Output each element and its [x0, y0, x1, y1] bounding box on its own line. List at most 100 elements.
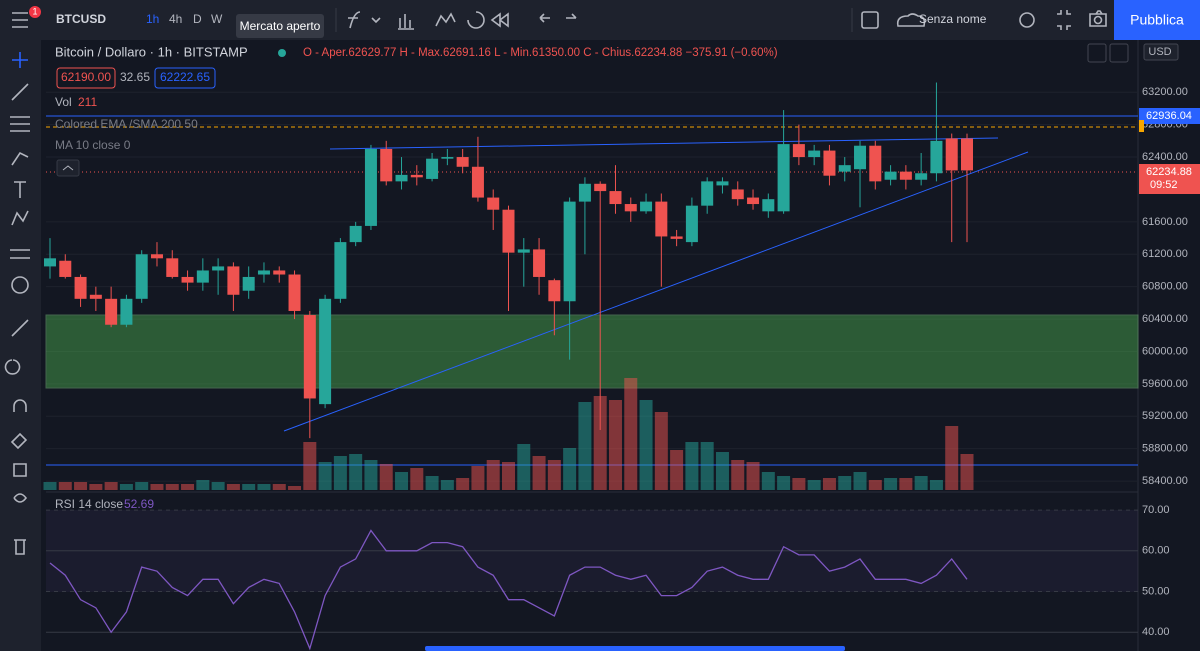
volume-bar	[181, 484, 195, 490]
publish-label[interactable]: Pubblica	[1130, 12, 1184, 28]
candle-body	[792, 144, 805, 158]
candle-body	[426, 158, 439, 179]
symbol[interactable]: BTCUSD	[56, 12, 106, 26]
candle-body	[930, 140, 943, 174]
last-price: 62234.88	[1146, 166, 1192, 178]
bid-box[interactable]	[56, 67, 116, 89]
y-tick-label: 62400.00	[1142, 151, 1188, 163]
candle-body	[548, 280, 561, 302]
volume-bar	[58, 482, 72, 490]
rsi-label: RSI 14 close	[55, 497, 123, 511]
candle-body	[410, 174, 423, 178]
volume-bar	[43, 482, 57, 490]
volume-bar	[578, 402, 592, 490]
volume-bar	[715, 452, 729, 490]
spread: 32.65	[120, 70, 150, 84]
vol-label: Vol	[55, 95, 72, 109]
candle-body	[609, 191, 622, 205]
volume-bar	[379, 464, 393, 490]
candle-body	[640, 201, 653, 212]
volume-bar	[257, 484, 271, 490]
candle-body	[884, 171, 897, 180]
volume-bar	[471, 466, 485, 490]
countdown: 09:52	[1150, 179, 1178, 191]
ask-box[interactable]	[154, 67, 216, 89]
candle-body	[105, 298, 118, 325]
drawing-tools[interactable]	[4, 52, 31, 555]
volume-bar	[349, 454, 363, 490]
y-tick-label: 58800.00	[1142, 443, 1188, 455]
candle-body	[471, 166, 484, 198]
candle-body	[135, 254, 148, 299]
candle-body	[44, 258, 56, 267]
volume-bar	[74, 482, 88, 490]
candle-body	[257, 270, 270, 275]
toolbar-icons[interactable]	[335, 8, 1107, 32]
interval[interactable]: 1h	[146, 12, 159, 26]
volume-bar	[838, 476, 852, 490]
candle-body	[823, 150, 836, 176]
publish-button[interactable]	[1114, 0, 1200, 40]
y-tick-label: 61200.00	[1142, 248, 1188, 260]
rsi-tick-label: 50.00	[1142, 585, 1170, 597]
scrollbar[interactable]	[425, 646, 845, 651]
candle-body	[487, 197, 500, 210]
axis-labels: 63200.0062800.0062400.0061600.0061200.00…	[1142, 86, 1188, 638]
volume-bar	[440, 480, 454, 490]
volume-bar	[792, 478, 806, 490]
trend-line	[329, 137, 999, 150]
volume-bar	[563, 448, 577, 490]
candle-body	[777, 144, 790, 212]
volume-bar	[502, 462, 515, 490]
layout-name[interactable]: Senza nome	[919, 12, 987, 26]
volume-bar	[150, 484, 164, 490]
volume-bar	[165, 484, 179, 490]
volume-bar	[333, 456, 347, 490]
reset-button[interactable]	[1109, 43, 1129, 63]
volume-bar	[104, 482, 118, 490]
volume-bar	[960, 454, 974, 490]
volume-bar	[884, 478, 898, 490]
candle-body	[716, 181, 729, 186]
left-toolbar	[0, 40, 41, 651]
volume-bar	[670, 450, 684, 490]
interval[interactable]: D	[193, 12, 202, 26]
y-tick-label: 59600.00	[1142, 378, 1188, 390]
candle-body	[89, 294, 102, 299]
interval[interactable]: W	[211, 12, 223, 26]
candle-body	[624, 204, 637, 212]
ema-tag	[1139, 120, 1144, 132]
candle-body	[74, 276, 87, 299]
badge-count: 1	[32, 6, 37, 16]
candle-body	[838, 165, 851, 172]
y-tick-label: 60400.00	[1142, 313, 1188, 325]
candle-body	[288, 274, 301, 311]
legend-ohlc: O - Aper.62629.77 H - Max.62691.16 L - M…	[303, 47, 778, 59]
candle-body	[915, 173, 928, 180]
candle-body	[196, 270, 209, 283]
volume-bar	[822, 478, 836, 490]
candle-body	[747, 197, 760, 205]
price-tag	[1139, 108, 1200, 124]
rsi-tick-label: 70.00	[1142, 504, 1170, 516]
candle-body	[670, 236, 683, 239]
candle-body	[212, 266, 225, 271]
candle-body	[456, 157, 469, 167]
y-tick-label: 63200.00	[1142, 86, 1188, 98]
interval[interactable]: 4h	[169, 12, 182, 26]
candle-body	[349, 225, 362, 243]
candle-body	[59, 260, 72, 277]
candle-body	[150, 254, 163, 259]
collapse-button[interactable]	[56, 159, 80, 177]
y-tick-label: 59200.00	[1142, 410, 1188, 422]
bid: 62190.00	[61, 70, 111, 84]
volume-bar	[639, 400, 653, 490]
candle-body	[655, 201, 668, 237]
scroll-button[interactable]	[1087, 43, 1107, 63]
volume-bar	[226, 484, 240, 490]
currency-box[interactable]	[1143, 43, 1179, 61]
menu-button[interactable]	[12, 12, 28, 28]
candle-body	[364, 148, 377, 226]
candle-body	[701, 181, 714, 206]
